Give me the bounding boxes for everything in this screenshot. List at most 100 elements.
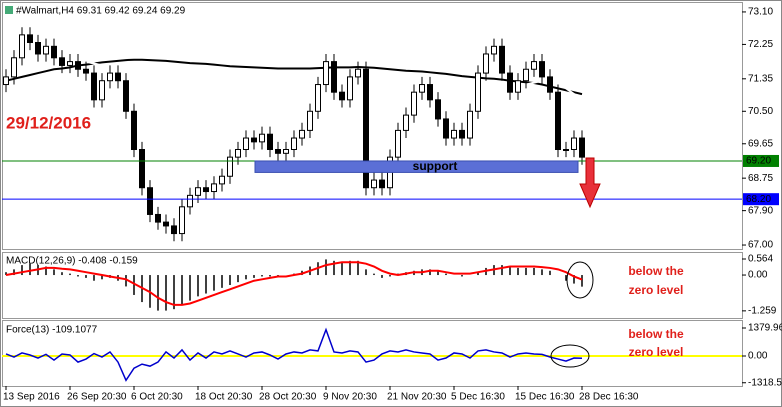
- candle-body: [379, 179, 385, 189]
- candle-body: [539, 61, 545, 78]
- candle-body: [395, 129, 401, 158]
- date-annotation: 29/12/2016: [6, 113, 91, 132]
- candle-body: [11, 57, 17, 78]
- candle-body: [211, 183, 217, 193]
- plot-layer: 73.10 72.25 71.35 70.50 69.65 68.75 67.90 67.00…: [2, 7, 782, 403]
- candle-body: [459, 129, 465, 139]
- candle-body: [267, 133, 273, 151]
- candle-body: [555, 91, 561, 151]
- candle-body: [331, 61, 337, 93]
- candle-body: [91, 72, 97, 101]
- x-tick-label: 15 Dec 16:30: [515, 392, 575, 403]
- y-tick-label: 70.50: [748, 106, 773, 117]
- signal-line: [5, 261, 583, 306]
- down-arrow: [579, 157, 601, 209]
- candle-body: [571, 137, 577, 151]
- candle-body: [467, 110, 473, 139]
- candle-body: [3, 76, 9, 86]
- candle-body: [307, 110, 313, 131]
- y-tick-label: 0.564: [748, 254, 773, 265]
- candle-body: [515, 80, 521, 93]
- level-tag: [743, 154, 779, 167]
- candle-body: [315, 84, 321, 112]
- candle-body: [227, 156, 233, 177]
- y-tick-label: 67.00: [748, 240, 773, 251]
- macd-title: MACD(12,26,9) -0.408 -0.159: [6, 256, 138, 267]
- candle-body: [499, 45, 505, 74]
- candle-body: [475, 72, 481, 112]
- candle-body: [563, 149, 569, 152]
- candle-body: [403, 114, 409, 131]
- candle-body: [259, 133, 265, 143]
- x-tick-label: 6 Oct 20:30: [131, 392, 183, 403]
- candle-body: [187, 194, 193, 208]
- x-tick-label: 21 Nov 20:30: [387, 392, 447, 403]
- y-tick-label: 68.75: [748, 173, 773, 184]
- candle-body: [523, 68, 529, 82]
- x-tick-label: 9 Nov 20:30: [323, 392, 377, 403]
- macd-panel: [2, 252, 743, 319]
- force-highlight: [550, 344, 590, 368]
- candle-body: [291, 137, 297, 151]
- candle-body: [147, 187, 153, 215]
- support-label: support: [413, 159, 458, 173]
- candle-body: [155, 213, 161, 223]
- candle-body: [59, 57, 65, 66]
- force-line: [5, 327, 583, 382]
- candle-body: [67, 61, 73, 66]
- x-tick-label: 28 Oct 20:30: [259, 392, 317, 403]
- candle-body: [283, 149, 289, 154]
- support-zone: [254, 160, 579, 173]
- candle-body: [323, 61, 329, 86]
- x-tick-label: 5 Dec 16:30: [451, 392, 505, 403]
- candle-body: [219, 175, 225, 185]
- candle-body: [203, 187, 209, 193]
- macd-highlight: [566, 261, 594, 299]
- candle-body: [243, 137, 249, 151]
- candle-body: [411, 91, 417, 116]
- x-tick-label: 26 Sep 20:30: [67, 392, 127, 403]
- candle-body: [123, 80, 129, 112]
- candle-body: [99, 80, 105, 101]
- force-panel: [2, 320, 743, 387]
- candle-body: [131, 110, 137, 151]
- candle-body: [83, 68, 89, 74]
- candle-body: [451, 129, 457, 139]
- candle-body: [139, 149, 145, 189]
- x-tick-label: 28 Dec 16:30: [579, 392, 639, 403]
- force-note: zero level: [629, 345, 684, 359]
- candle-body: [427, 84, 433, 101]
- candle-body: [275, 149, 281, 154]
- macd-note: below the: [628, 264, 684, 278]
- y-tick-label: 72.25: [748, 39, 773, 50]
- candle-body: [35, 42, 41, 55]
- candle-body: [43, 45, 49, 55]
- candle-body: [419, 84, 425, 93]
- y-tick-label: 67.90: [748, 205, 773, 216]
- candle-body: [491, 45, 497, 55]
- level-label: 68.20: [746, 194, 771, 205]
- level-tag: [743, 193, 779, 206]
- x-tick-label: 18 Oct 20:30: [195, 392, 253, 403]
- candle-body: [299, 129, 305, 139]
- candle-body: [19, 34, 25, 59]
- x-tick-label: 13 Sep 2016: [3, 392, 60, 403]
- candle-body: [547, 76, 553, 93]
- candle-body: [339, 91, 345, 101]
- symbol-icon: [5, 6, 13, 14]
- y-tick-label: 73.10: [748, 7, 773, 18]
- candle-body: [171, 225, 177, 235]
- candle-body: [363, 68, 369, 189]
- y-tick-label: 71.35: [748, 73, 773, 84]
- candle-body: [251, 137, 257, 143]
- candle-body: [507, 72, 513, 93]
- candle-body: [531, 61, 537, 70]
- candle-body: [179, 206, 185, 235]
- y-tick-label: -1.259: [748, 306, 777, 317]
- candle-body: [355, 68, 361, 78]
- candle-body: [435, 99, 441, 120]
- candle-body: [51, 45, 57, 59]
- candle-body: [579, 137, 585, 158]
